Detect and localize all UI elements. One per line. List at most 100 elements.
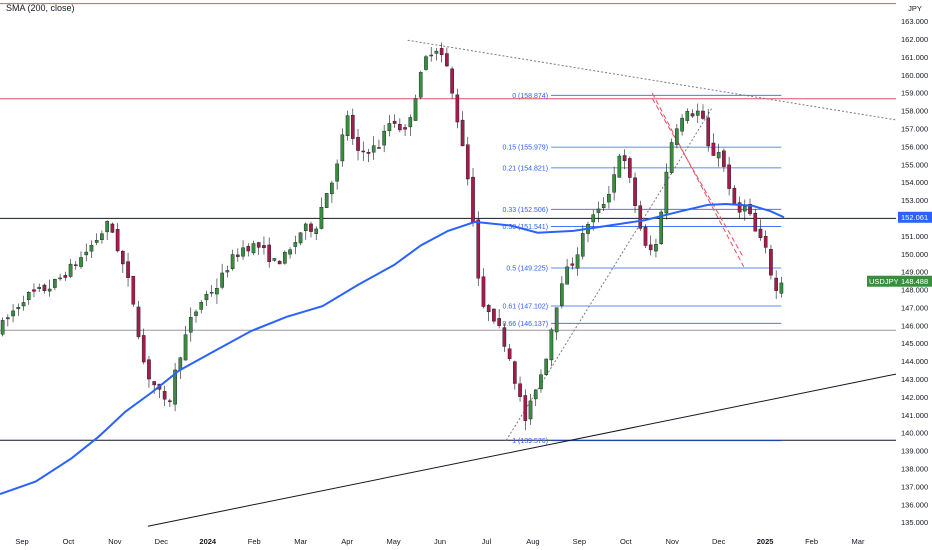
candle-body [283,252,287,264]
time-tick-label: Mar [294,537,307,546]
candle-body [429,54,434,57]
price-tick-label: 159.000 [901,89,928,98]
fib-level-label: 0.33 (152.506) [502,207,548,214]
price-tick-label: 139.000 [901,447,928,456]
candle-body [6,317,10,320]
sma-line [0,202,785,495]
candle-body [450,68,454,94]
candle-body [340,134,345,162]
candle-body [617,155,622,178]
candle-body [37,286,42,289]
trendline-0 [147,373,897,527]
candle-body [73,264,78,266]
last-price-tag: 148.488 [898,275,932,287]
price-tick-label: 156.000 [901,142,928,151]
candle-body [387,123,392,132]
candle-body [209,291,214,294]
candle-body [627,158,632,178]
candle-body [356,136,360,151]
candle-body [779,282,784,294]
candle-body [262,245,266,249]
fibonacci-retracement: 0 (158.874) 0.15 (155.979) 0.21 (154.821) 0… [502,93,782,445]
candle-body [303,223,308,231]
candle-body [763,236,768,248]
candle-body [481,276,486,307]
candle-body [601,204,606,208]
sma-price-tag: 152.061 [898,211,932,223]
fib-level-label: 0 (158.874) [512,93,548,100]
candle-body [230,254,235,269]
candle-body [774,277,778,291]
candle-body [235,254,240,257]
candle-body [685,110,690,121]
candle-body [188,317,193,333]
time-tick-label: Dec [155,537,169,546]
candle-body [136,306,141,338]
time-tick-label: Sep [15,537,28,546]
candle-body [382,130,386,146]
candle-body [643,226,648,246]
candle-body [675,128,679,145]
candle-body [110,223,115,233]
fib-level-label: 0.38 (151.541) [502,224,548,231]
price-tags: 152.061 USDJPY 148.488 [867,211,932,287]
candle-body [528,400,533,420]
fib-level-label: 0.61 (147.102) [502,304,548,311]
candle-body [141,335,146,363]
sma-price-tag-value: 152.061 [901,213,928,222]
fib-level-label: 1 (139.576) [512,438,548,445]
candle-body [361,150,366,153]
candle-body [570,263,575,266]
candle-body [42,284,47,291]
candle-body [241,247,245,257]
candle-body [267,244,271,263]
candle-body [131,275,136,305]
price-tick-label: 146.000 [901,321,928,330]
candle-body [350,114,355,139]
price-tick-label: 143.000 [901,375,928,384]
trendline-3 [651,92,745,267]
candle-body [695,110,700,116]
candle-body [58,277,62,280]
indicator-label: SMA (200, close) [6,3,75,13]
candle-body [309,223,313,232]
candle-body [413,98,418,121]
horizontal-levels [0,3,896,441]
time-tick-label: 2025 [757,537,774,546]
price-tick-label: 150.000 [901,250,928,259]
candle-body [445,53,449,67]
price-tick-label: 157.000 [901,124,928,133]
candle-body [152,381,157,386]
candle-body [220,272,224,288]
candle-body [758,228,763,238]
last-price-tag-bg [898,275,932,287]
price-tick-label: 163.000 [901,17,928,26]
candle-body [518,383,522,397]
price-tick-label: 147.000 [901,303,928,312]
candle-body [633,177,637,206]
candle-body [215,288,219,295]
candle-body [392,120,397,124]
candle-body [439,48,444,55]
price-tick-label: 154.000 [901,178,928,187]
time-tick-label: Feb [805,537,818,546]
price-tick-label: 151.000 [901,232,928,241]
candle-body [89,245,94,252]
time-tick-label: Jul [482,537,492,546]
price-tick-label: 135.000 [901,518,928,527]
candle-body [607,194,611,203]
candle-body [68,263,73,277]
time-tick-label: Apr [341,537,353,546]
price-tick-label: 160.000 [901,71,928,80]
symbol-tag: USDJPY [867,275,899,287]
candle-body [194,311,198,316]
candle-body [126,261,130,278]
candle-body [638,205,643,229]
price-tick-label: 142.000 [901,393,928,402]
candle-body [575,254,580,269]
candle-body [366,152,371,154]
candle-body [680,117,684,132]
price-tick-label: 145.000 [901,339,928,348]
candle-body [424,56,428,70]
